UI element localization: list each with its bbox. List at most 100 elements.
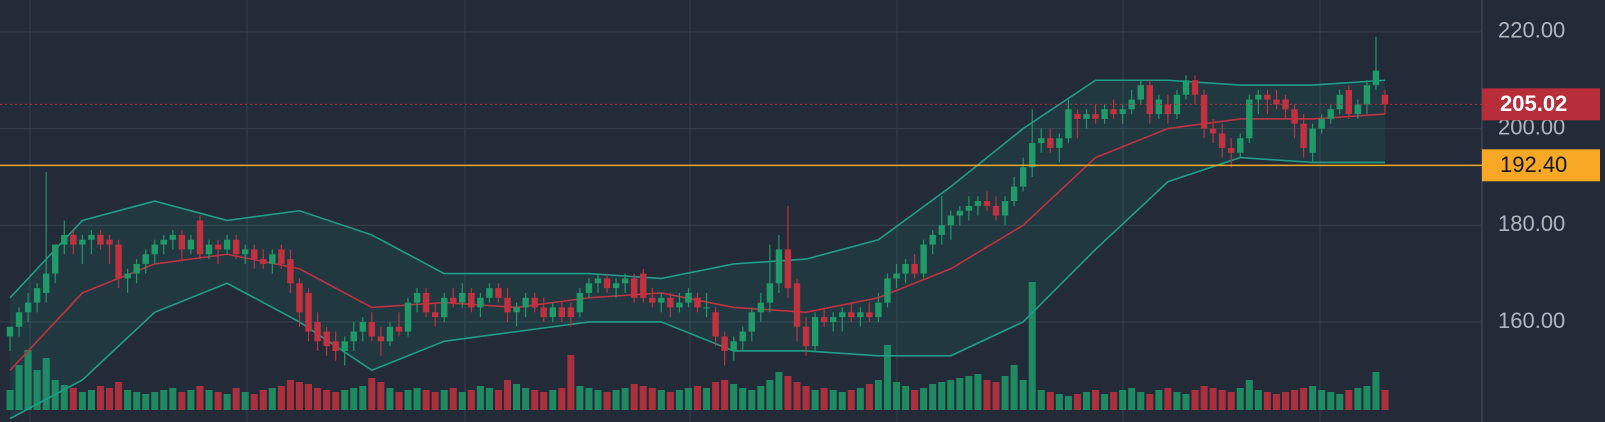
volume-bar	[476, 386, 484, 410]
volume-bar	[87, 390, 95, 410]
volume-bar	[612, 390, 620, 410]
candle-body	[24, 302, 32, 313]
volume-bar	[793, 382, 801, 410]
volume-bar	[513, 384, 521, 410]
volume-bar	[657, 390, 665, 410]
candle-body	[196, 220, 204, 255]
volume-bar	[739, 388, 747, 410]
volume-bar	[377, 382, 385, 410]
price-label-box	[1482, 149, 1600, 182]
volume-bar	[24, 350, 32, 410]
volume-bar	[1263, 392, 1271, 410]
candle-body	[1146, 85, 1154, 115]
candle-body	[287, 259, 294, 284]
candle-body	[486, 288, 493, 298]
volume-bar	[703, 388, 711, 410]
volume-bar	[603, 392, 611, 410]
volume-bar	[214, 392, 222, 410]
candle-body	[1246, 99, 1253, 139]
candle-body	[1083, 114, 1090, 119]
candle-body	[730, 341, 737, 351]
candle-body	[169, 234, 177, 240]
volume-bar	[847, 390, 855, 410]
candle-body	[124, 273, 131, 279]
candle-body	[965, 205, 973, 211]
volume-bar	[766, 380, 774, 410]
candle-body	[1092, 114, 1099, 119]
volume-bar	[332, 392, 340, 410]
volume-bar	[1363, 386, 1371, 410]
volume-bar	[757, 386, 765, 410]
candle-body	[142, 254, 149, 264]
candle-body	[42, 273, 50, 293]
candle-body	[260, 259, 267, 264]
volume-bar	[1164, 388, 1172, 410]
volume-bar	[151, 392, 159, 410]
volume-bar	[323, 390, 331, 410]
candle-body	[522, 297, 529, 308]
volume-bar	[1155, 390, 1163, 410]
candle-body	[829, 317, 837, 322]
volume-bar	[630, 384, 638, 410]
candle-body	[450, 297, 457, 303]
volume-bar	[124, 390, 132, 410]
candle-body	[1363, 85, 1371, 105]
candle-body	[739, 331, 746, 342]
volume-bar	[1001, 376, 1009, 410]
volume-bar	[929, 384, 937, 410]
volume-bar	[485, 388, 493, 410]
candle-body	[133, 263, 140, 274]
volume-bar	[974, 374, 982, 410]
volume-bar	[694, 386, 701, 410]
candle-body	[1372, 70, 1380, 86]
candle-body	[413, 292, 421, 303]
candle-body	[992, 205, 1000, 216]
candle-body	[649, 297, 656, 303]
volume-bar	[232, 388, 240, 410]
candle-body	[640, 273, 647, 298]
volume-bar	[1381, 390, 1389, 410]
candle-body	[983, 201, 991, 206]
candle-body	[658, 297, 665, 303]
volume-bar	[431, 392, 439, 410]
volume-bar	[6, 390, 14, 410]
volume-bar	[775, 372, 783, 410]
candle-body	[214, 244, 222, 250]
candle-body	[893, 273, 900, 279]
volume-bar	[341, 390, 349, 410]
volume-bar	[1073, 394, 1081, 410]
candle-body	[232, 239, 240, 255]
candle-body	[1101, 109, 1108, 119]
volume-bar	[196, 386, 204, 410]
volume-bar	[540, 392, 548, 410]
volume-bar	[1046, 392, 1054, 410]
volume-bar	[1010, 365, 1018, 410]
candle-body	[52, 244, 59, 274]
volume-bar	[585, 388, 593, 410]
y-tick-label: 180.00	[1498, 211, 1565, 236]
volume-bar	[404, 390, 412, 410]
candle-body	[974, 201, 982, 206]
candle-body	[1237, 138, 1244, 153]
volume-bar	[1110, 392, 1118, 410]
candle-body	[857, 312, 864, 318]
volume-bar	[1019, 380, 1027, 410]
candle-body	[630, 278, 638, 298]
candle-body	[1047, 138, 1054, 148]
volume-bar	[169, 388, 177, 410]
candle-body	[947, 215, 954, 226]
candle-body	[468, 292, 475, 308]
candle-body	[1354, 104, 1362, 115]
volume-bar	[549, 390, 557, 410]
volume-bar	[259, 390, 267, 410]
candle-body	[1065, 109, 1072, 139]
candle-body	[223, 239, 231, 250]
candle-body	[1010, 186, 1018, 202]
volume-bar	[1218, 390, 1226, 410]
volume-bar	[947, 380, 955, 410]
candle-body	[1056, 138, 1063, 148]
volume-bar	[458, 392, 466, 410]
candle-body	[15, 312, 23, 327]
band-upper	[9, 79, 1386, 299]
